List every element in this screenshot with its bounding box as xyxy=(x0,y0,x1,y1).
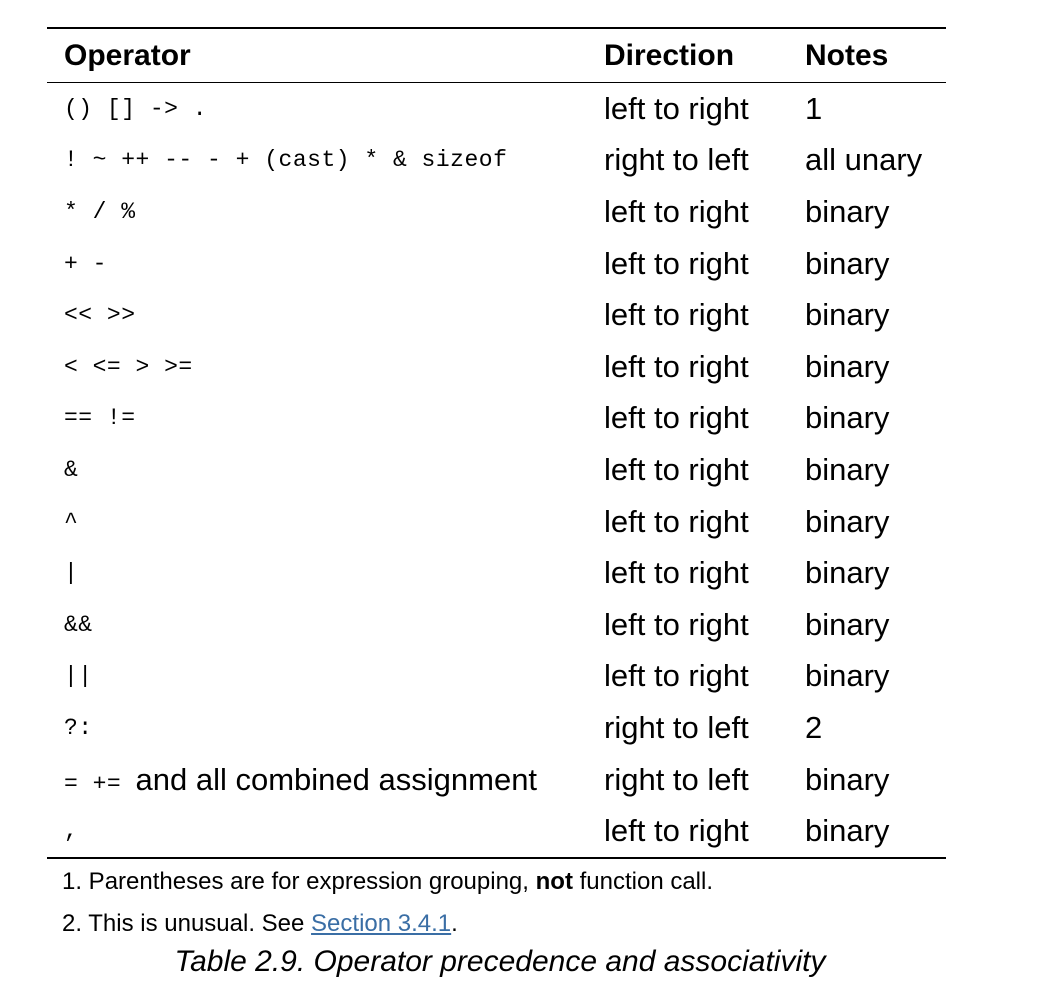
notes-cell: binary xyxy=(805,503,890,539)
operator-cell: = += and all combined assignment xyxy=(47,754,587,806)
footnote-1-text: 1. Parentheses are for expression groupi… xyxy=(62,868,536,895)
header-operator: Operator xyxy=(47,27,587,83)
notes-cell: binary xyxy=(788,805,946,859)
table-row: ! ~ ++ -- - + (cast) * & sizeof right to… xyxy=(47,135,946,187)
section-link[interactable]: Section 3.4.1 xyxy=(311,910,452,937)
operator-cell: * / % xyxy=(64,198,136,225)
direction-cell: left to right xyxy=(604,555,749,591)
direction-cell: left to right xyxy=(604,503,749,539)
footnote-1-emphasis: not xyxy=(535,868,573,895)
table-row: == != left to right binary xyxy=(47,393,946,445)
table-caption: Table 2.9. Operator precedence and assoc… xyxy=(174,945,826,978)
table-row: << >> left to right binary xyxy=(47,289,946,341)
table-row: || left to right binary xyxy=(47,651,946,703)
direction-cell: left to right xyxy=(604,193,749,229)
operator-description: and all combined assignment xyxy=(135,761,538,797)
notes-cell: binary xyxy=(805,400,890,436)
footnote-2-text: 2. This is unusual. See xyxy=(62,910,312,937)
notes-cell: binary xyxy=(805,555,890,591)
notes-cell: binary xyxy=(805,658,890,694)
operator-cell: | xyxy=(64,560,79,587)
table-row: , left to right binary xyxy=(47,805,946,859)
direction-cell: left to right xyxy=(604,348,749,384)
operator-cell: ^ xyxy=(64,508,79,535)
direction-cell: left to right xyxy=(604,297,749,333)
notes-cell: binary xyxy=(805,245,890,281)
operator-cell: << >> xyxy=(64,302,136,329)
direction-cell: right to left xyxy=(604,142,749,178)
operator-cell: , xyxy=(47,805,587,859)
direction-cell: right to left xyxy=(604,761,749,797)
direction-cell: left to right xyxy=(604,400,749,436)
footnotes: 1. Parentheses are for expression groupi… xyxy=(62,861,713,945)
direction-cell: left to right xyxy=(604,606,749,642)
table-row: & left to right binary xyxy=(47,444,946,496)
operator-cell: ?: xyxy=(64,714,93,741)
notes-cell: binary xyxy=(805,761,890,797)
operator-cell: == != xyxy=(64,405,136,432)
notes-cell: binary xyxy=(805,451,890,487)
header-notes: Notes xyxy=(788,27,946,83)
footnote-2-suffix: . xyxy=(451,910,458,937)
operator-code: = += xyxy=(64,770,122,797)
footnote-1-suffix: function call. xyxy=(572,868,714,895)
notes-cell: binary xyxy=(805,606,890,642)
notes-cell: binary xyxy=(805,348,890,384)
table-row: + - left to right binary xyxy=(47,238,946,290)
table-row: && left to right binary xyxy=(47,599,946,651)
direction-cell: left to right xyxy=(587,805,788,859)
direction-cell: left to right xyxy=(604,658,749,694)
direction-cell: left to right xyxy=(604,451,749,487)
operator-cell: & xyxy=(64,456,79,483)
operator-precedence-table: Operator Direction Notes () [] -> . left… xyxy=(47,27,946,859)
table-row: | left to right binary xyxy=(47,547,946,599)
notes-cell: binary xyxy=(805,297,890,333)
direction-cell: right to left xyxy=(604,709,749,745)
header-direction: Direction xyxy=(587,27,788,83)
direction-cell: left to right xyxy=(604,90,749,126)
notes-cell: all unary xyxy=(805,142,923,178)
operator-cell: && xyxy=(64,611,93,638)
table-row: < <= > >= left to right binary xyxy=(47,341,946,393)
table-row: * / % left to right binary xyxy=(47,186,946,238)
notes-cell: 1 xyxy=(805,90,823,126)
notes-cell: 2 xyxy=(805,709,823,745)
notes-cell: binary xyxy=(805,193,890,229)
operator-cell: + - xyxy=(64,250,107,277)
footnote-2: 2. This is unusual. See Section 3.4.1. xyxy=(62,903,713,945)
precedence-table-container: Operator Direction Notes () [] -> . left… xyxy=(47,27,946,859)
table-row: = += and all combined assignment right t… xyxy=(47,754,946,806)
operator-cell: < <= > >= xyxy=(64,353,193,380)
operator-cell: || xyxy=(64,663,93,690)
direction-cell: left to right xyxy=(604,245,749,281)
operator-cell: () [] -> . xyxy=(64,95,208,122)
table-header-row: Operator Direction Notes xyxy=(47,27,946,83)
footnote-1: 1. Parentheses are for expression groupi… xyxy=(62,861,713,903)
table-row: () [] -> . left to right 1 xyxy=(47,83,946,135)
table-row: ^ left to right binary xyxy=(47,496,946,548)
operator-cell: ! ~ ++ -- - + (cast) * & sizeof xyxy=(64,147,508,174)
table-row: ?: right to left 2 xyxy=(47,702,946,754)
